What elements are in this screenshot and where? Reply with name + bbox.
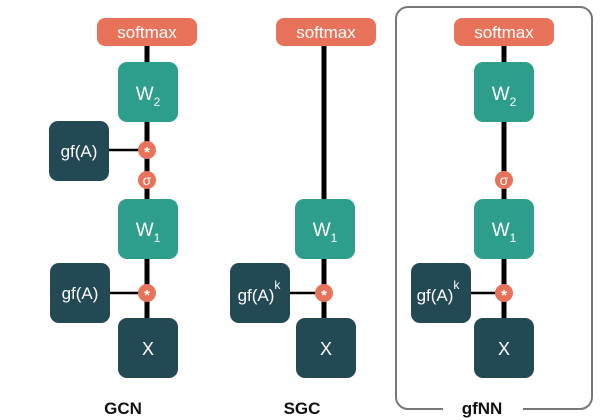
gcn-title: GCN xyxy=(104,399,142,418)
gcn-sigma-node xyxy=(138,171,156,189)
gfnn-w1-base: W xyxy=(492,220,510,241)
gfnn-w1-box xyxy=(474,199,534,259)
gfnn-w2-box xyxy=(474,62,534,122)
sgc-gf-label: gf(A)k xyxy=(238,278,282,305)
gcn-w2-sub: 2 xyxy=(154,95,161,109)
gcn-w1-base: W xyxy=(136,220,154,241)
gcn-w1-label: W1 xyxy=(136,220,161,245)
gfnn-title: gfNN xyxy=(462,399,503,418)
sgc-gf-sup: k xyxy=(274,278,281,292)
gcn-w1-sub: 1 xyxy=(154,231,161,245)
gcn-w2-base: W xyxy=(136,84,154,105)
sgc-x-label: X xyxy=(320,339,332,359)
gfnn-softmax-box xyxy=(454,18,554,46)
gcn-gf-bottom-label: gf(A) xyxy=(62,284,99,303)
gfnn-frame-gap xyxy=(443,400,523,414)
sgc-gf-box xyxy=(230,263,290,323)
sgc-x-box xyxy=(296,318,356,378)
sgc-w1-sub: 1 xyxy=(331,231,338,245)
sgc-softmax-label: softmax xyxy=(296,23,356,42)
sgc-gf-base: gf(A) xyxy=(238,286,275,305)
gcn-w2-box xyxy=(118,62,178,122)
gcn-x-box xyxy=(118,318,178,378)
sgc-w1-base: W xyxy=(313,220,331,241)
sgc-multiply-symbol: * xyxy=(321,287,327,304)
gfnn-w1-label: W1 xyxy=(492,220,517,245)
gcn-sigma-symbol: σ xyxy=(143,172,152,188)
gcn-multiply-bottom-symbol: * xyxy=(144,287,150,304)
gcn-gf-top-label: gf(A) xyxy=(61,142,98,161)
gfnn-gf-sup: k xyxy=(453,278,460,292)
gcn-multiply-bottom-node xyxy=(138,284,156,302)
gcn-gf-top-box xyxy=(49,121,109,181)
gcn-softmax-label: softmax xyxy=(117,23,177,42)
gcn-softmax-box xyxy=(97,18,197,46)
gfnn-sigma-node xyxy=(495,171,513,189)
gfnn-w2-label: W2 xyxy=(492,84,517,109)
gcn-w1-box xyxy=(118,199,178,259)
sgc-softmax-box xyxy=(276,18,376,46)
gfnn-gf-label: gf(A)k xyxy=(417,278,461,305)
sgc-w1-box xyxy=(295,199,355,259)
gfnn-softmax-label: softmax xyxy=(474,23,534,42)
gcn-multiply-top-symbol: * xyxy=(144,144,150,161)
gfnn-multiply-node xyxy=(495,284,513,302)
sgc-multiply-node xyxy=(315,284,333,302)
gcn-x-label: X xyxy=(142,339,154,359)
gfnn-gf-base: gf(A) xyxy=(417,286,454,305)
gfnn-w2-sub: 2 xyxy=(510,95,517,109)
sgc-title: SGC xyxy=(284,399,321,418)
gcn-multiply-top-node xyxy=(138,141,156,159)
gfnn-x-box xyxy=(474,318,534,378)
sgc-w1-label: W1 xyxy=(313,220,338,245)
gfnn-w2-base: W xyxy=(492,84,510,105)
gcn-w2-label: W2 xyxy=(136,84,161,109)
gfnn-w1-sub: 1 xyxy=(510,231,517,245)
gfnn-x-label: X xyxy=(498,339,510,359)
gfnn-gf-box xyxy=(411,263,471,323)
gcn-gf-bottom-box xyxy=(50,263,110,323)
gfnn-multiply-symbol: * xyxy=(501,287,507,304)
gfnn-sigma-symbol: σ xyxy=(500,172,509,188)
